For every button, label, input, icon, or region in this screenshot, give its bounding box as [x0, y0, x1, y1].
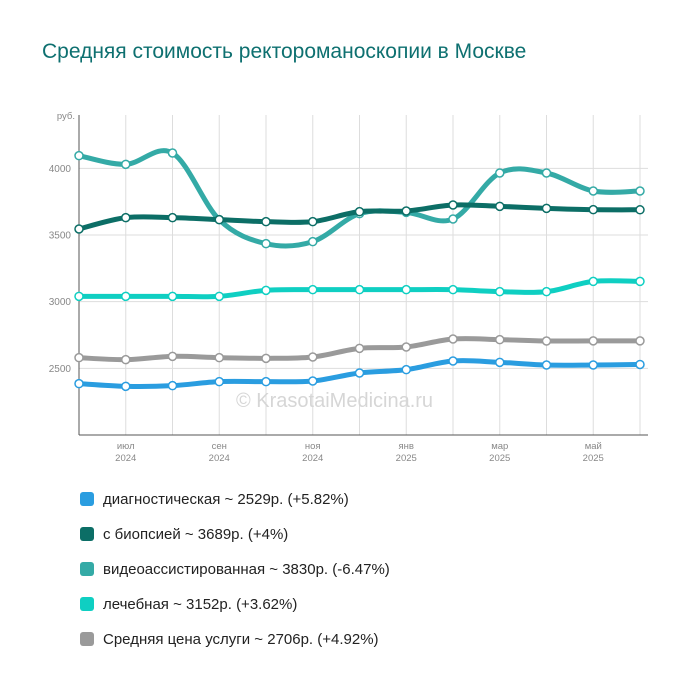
data-point: [121, 159, 131, 170]
legend-swatch: [80, 492, 94, 506]
data-point: [541, 168, 552, 178]
data-point: [261, 353, 271, 364]
data-point: [541, 360, 552, 370]
data-point: [448, 334, 458, 344]
line-chart: 2500300035004000руб.июл2024сен2024ноя202…: [49, 111, 648, 464]
x-tick-year: 2025: [396, 453, 417, 464]
data-point: [308, 284, 318, 295]
data-point: [308, 216, 318, 227]
x-tick-month: янв: [399, 441, 414, 452]
data-point: [308, 352, 318, 362]
data-point: [74, 378, 84, 389]
data-point: [588, 276, 598, 287]
data-point: [308, 236, 318, 247]
data-point: [121, 291, 131, 302]
data-point: [214, 214, 224, 225]
data-point: [167, 351, 178, 362]
data-point: [354, 368, 365, 378]
data-point: [261, 216, 271, 227]
data-point: [121, 354, 131, 365]
data-point: [541, 203, 552, 214]
data-point: [214, 291, 224, 302]
legend-swatch: [80, 562, 94, 576]
x-tick-month: июл: [117, 441, 135, 452]
data-point: [214, 376, 224, 387]
data-point: [588, 186, 598, 196]
data-point: [588, 336, 598, 346]
data-point: [635, 205, 645, 215]
legend-swatch: [80, 527, 94, 541]
x-tick-month: май: [585, 441, 602, 452]
legend-swatch: [80, 597, 94, 611]
data-point: [495, 334, 505, 345]
data-point: [401, 342, 411, 352]
data-point: [541, 336, 552, 346]
data-point: [401, 364, 411, 375]
data-point: [541, 286, 552, 297]
data-point: [635, 336, 645, 346]
data-point: [308, 376, 318, 386]
legend-label: Средняя цена услуги ~ 2706р. (+4.92%): [103, 630, 379, 648]
legend-item[interactable]: Средняя цена услуги ~ 2706р. (+4.92%): [80, 626, 390, 652]
data-point: [495, 201, 505, 212]
y-axis-unit: руб.: [57, 111, 75, 122]
y-tick-label: 4000: [49, 164, 72, 175]
legend-item[interactable]: диагностическая ~ 2529р. (+5.82%): [80, 486, 390, 512]
legend-label: диагностическая ~ 2529р. (+5.82%): [103, 490, 349, 508]
data-point: [448, 214, 458, 224]
y-tick-label: 3500: [49, 231, 72, 242]
data-point: [214, 352, 224, 363]
legend-item[interactable]: с биопсией ~ 3689р. (+4%): [80, 521, 390, 547]
data-point: [261, 376, 271, 387]
x-tick-year: 2024: [115, 453, 136, 464]
legend-item[interactable]: лечебная ~ 3152р. (+3.62%): [80, 591, 390, 617]
data-point: [261, 238, 271, 249]
data-point: [167, 291, 178, 302]
data-point: [354, 284, 365, 295]
data-point: [495, 357, 505, 368]
data-point: [121, 381, 131, 392]
data-point: [74, 352, 84, 363]
data-point: [635, 276, 645, 287]
legend: диагностическая ~ 2529р. (+5.82%) с биопс…: [80, 486, 390, 661]
x-tick-month: мар: [491, 441, 508, 452]
watermark: © KrasotaiMedicina.ru: [236, 390, 434, 412]
x-tick-year: 2024: [209, 453, 230, 464]
legend-swatch: [80, 632, 94, 646]
data-point: [354, 206, 365, 217]
legend-label: лечебная ~ 3152р. (+3.62%): [103, 595, 298, 613]
x-tick-month: сен: [212, 441, 227, 452]
data-point: [588, 204, 598, 215]
data-point: [121, 212, 131, 223]
data-point: [354, 343, 365, 354]
legend-label: с биопсией ~ 3689р. (+4%): [103, 525, 289, 543]
legend-label: видеоассистированная ~ 3830р. (-6.47%): [103, 560, 390, 578]
data-point: [495, 168, 505, 178]
data-point: [401, 284, 411, 295]
data-point: [74, 224, 84, 234]
x-tick-year: 2025: [489, 453, 510, 464]
data-point: [588, 360, 598, 370]
x-tick-year: 2024: [302, 453, 323, 464]
data-point: [448, 284, 458, 295]
legend-item[interactable]: видеоассистированная ~ 3830р. (-6.47%): [80, 556, 390, 582]
data-point: [167, 212, 178, 223]
data-point: [635, 186, 645, 196]
y-tick-label: 2500: [49, 364, 72, 375]
y-tick-label: 3000: [49, 297, 72, 308]
data-point: [167, 148, 178, 158]
data-point: [448, 200, 458, 210]
data-point: [401, 206, 411, 216]
data-point: [495, 286, 505, 297]
chart-title: Средняя стоимость ректороманоскопии в Мо…: [42, 40, 527, 63]
data-point: [261, 285, 271, 296]
data-point: [635, 359, 645, 370]
x-tick-month: ноя: [305, 441, 321, 452]
data-point: [74, 150, 84, 161]
data-point: [448, 356, 458, 366]
x-tick-year: 2025: [583, 453, 604, 464]
data-point: [74, 291, 84, 302]
data-point: [167, 380, 178, 391]
